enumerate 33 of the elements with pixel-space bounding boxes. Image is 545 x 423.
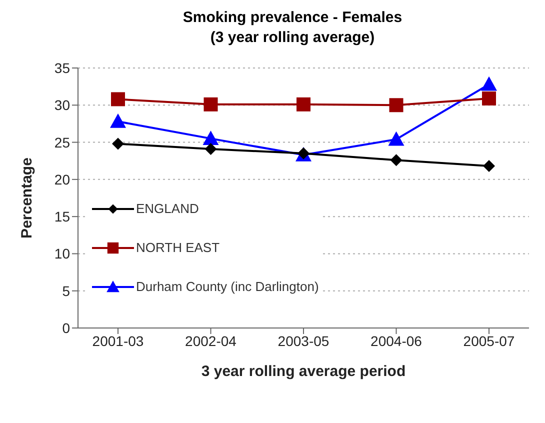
chart-subtitle: (3 year rolling average): [209, 28, 376, 48]
point: [296, 97, 310, 112]
legend-label: Durham County (inc Darlington): [136, 279, 319, 294]
y-tick-label: 30: [54, 97, 70, 114]
point: [204, 142, 217, 155]
y-tick-label: 15: [54, 208, 70, 225]
point: [482, 91, 496, 106]
point: [390, 154, 402, 166]
point: [111, 92, 125, 106]
y-tick-label: 25: [54, 134, 70, 150]
y-tick-label: 0: [62, 320, 70, 336]
point: [388, 131, 404, 146]
legend-label: ENGLAND: [136, 201, 199, 216]
x-tick-label: 2001-03: [92, 332, 144, 349]
point: [110, 113, 126, 128]
x-tick-label: 2002-04: [185, 332, 237, 349]
legend-label: NORTH EAST: [136, 240, 220, 255]
point: [112, 138, 124, 150]
point: [389, 98, 404, 112]
x-tick-label: 2005-07: [463, 332, 515, 349]
point: [204, 97, 218, 112]
point: [202, 130, 219, 145]
x-tick-label: 2004-06: [370, 332, 422, 349]
y-tick-label: 5: [62, 282, 70, 299]
x-tick-label: 2003-05: [278, 332, 330, 349]
y-tick-label: 35: [54, 60, 70, 76]
x-axis-title: 3 year rolling average period: [201, 363, 406, 380]
chart-title: Smoking prevalence - Females: [182, 8, 404, 28]
y-tick-label: 10: [54, 246, 70, 262]
point: [483, 160, 495, 172]
y-axis-title: Percentage: [18, 158, 36, 238]
point: [481, 76, 497, 91]
y-tick-label: 20: [54, 171, 70, 188]
